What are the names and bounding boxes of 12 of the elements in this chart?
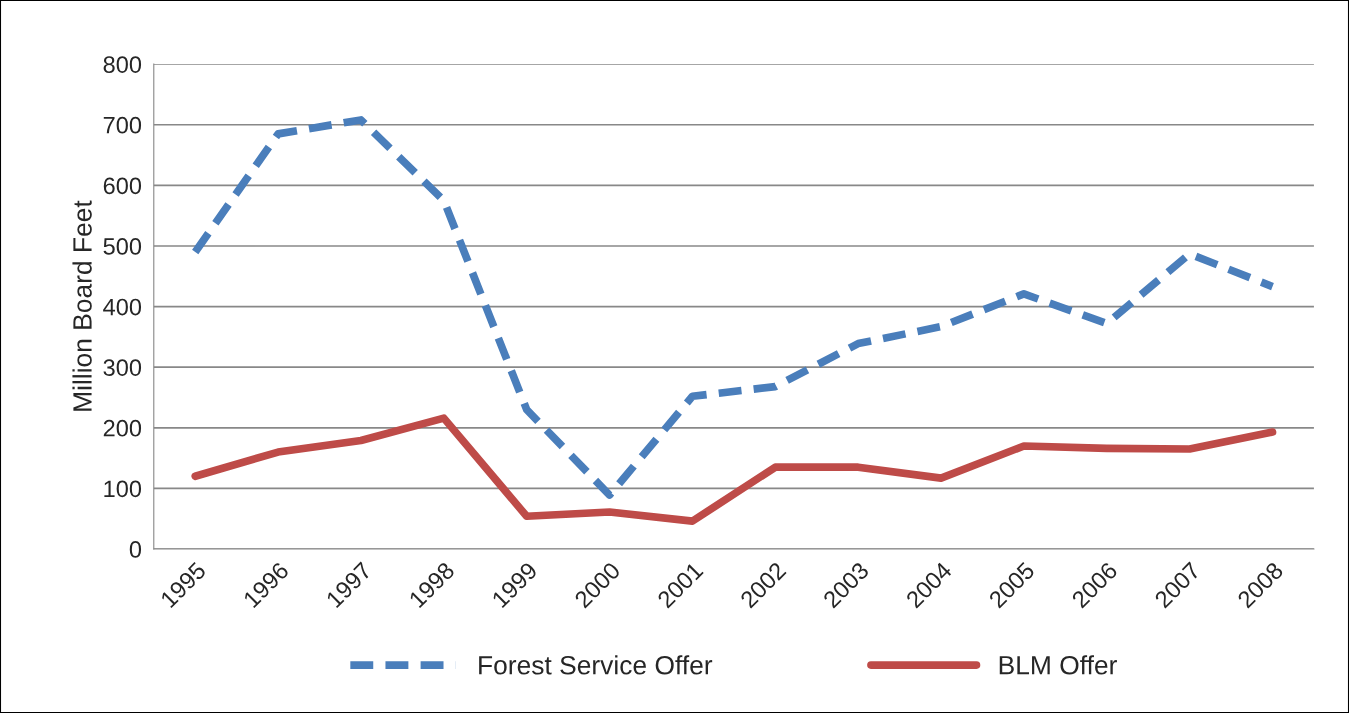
legend-label: BLM Offer [999, 655, 1117, 675]
y-tick-label: 0 [129, 541, 142, 558]
y-tick-label: 200 [103, 419, 142, 437]
legend-label: Forest Service Offer [479, 655, 713, 675]
y-tick-label: 500 [103, 238, 142, 255]
y-tick-label: 600 [103, 177, 142, 195]
y-tick-label: 400 [103, 298, 142, 316]
y-tick-label: 700 [103, 116, 142, 134]
y-tick-label: 800 [103, 56, 142, 73]
y-tick-label: 100 [104, 480, 142, 498]
y-axis-title: Million Board Feet [72, 200, 92, 411]
y-tick-label: 300 [103, 359, 142, 376]
